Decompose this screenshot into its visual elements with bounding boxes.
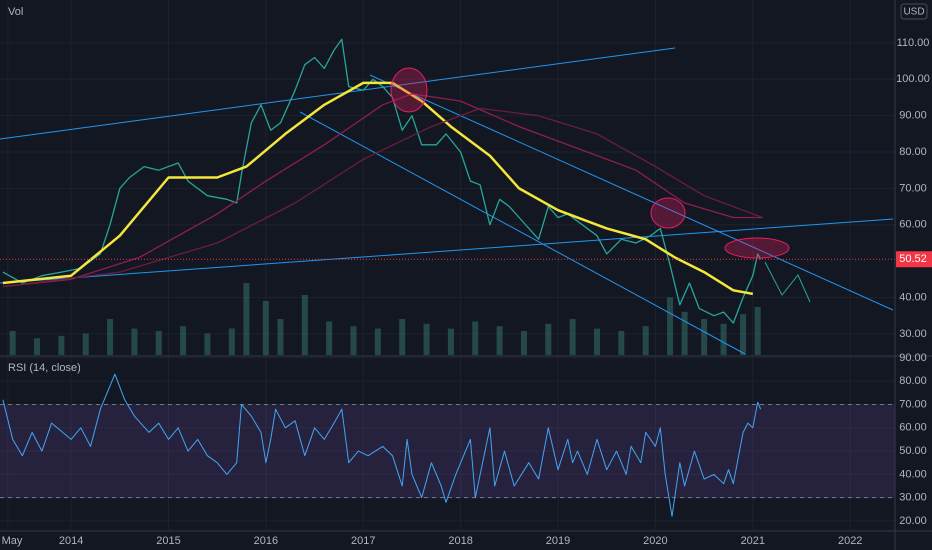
y-tick-label: 60.00: [899, 422, 927, 434]
volume-bar: [618, 331, 625, 355]
volume-bar: [720, 323, 727, 355]
volume-label: Vol: [8, 6, 23, 18]
annotations: [390, 67, 811, 303]
volume-bar: [131, 328, 138, 355]
x-tick-label: 2022: [838, 535, 862, 547]
volume-bar: [681, 311, 688, 355]
volume-bar: [593, 328, 600, 355]
series-line: [2, 38, 762, 324]
volume-bar: [350, 326, 357, 355]
y-tick-label: 60.00: [899, 219, 927, 231]
series-line: [2, 373, 762, 517]
volume-bar: [569, 319, 576, 355]
volume-bar: [180, 326, 187, 355]
y-tick-label: 20.00: [899, 515, 927, 527]
y-tick-label: 30.00: [899, 328, 927, 340]
price-lines: [0, 38, 895, 517]
trend-line: [0, 47, 676, 140]
volume-bar: [447, 328, 454, 355]
volume-bar: [740, 314, 747, 355]
volume-bar: [301, 295, 308, 355]
highlight-ellipse: [390, 67, 428, 113]
trend-line: [0, 218, 894, 284]
x-tick-label: May: [2, 535, 23, 547]
x-tick-label: 2017: [351, 535, 375, 547]
volume-bar: [667, 297, 674, 355]
last-price-tag: [896, 251, 932, 268]
highlight-ellipse: [650, 197, 686, 229]
y-tick-label: 90.00: [899, 352, 927, 364]
volume-bar: [472, 321, 479, 355]
rsi-band: [0, 404, 895, 498]
y-tick-label: 80.00: [899, 375, 927, 387]
volume-bar: [642, 326, 649, 355]
volume-bar: [204, 333, 211, 355]
last-price-label: 50.52: [899, 253, 927, 265]
volume-bar: [545, 323, 552, 355]
y-tick-label: 40.00: [899, 468, 927, 480]
rsi-title: RSI (14, close): [8, 362, 81, 374]
series-line: [2, 107, 763, 288]
y-tick-label: 110.00: [897, 37, 930, 49]
y-tick-label: 100.00: [896, 73, 930, 85]
x-tick-label: 2020: [643, 535, 667, 547]
volume-bar: [374, 328, 381, 355]
x-tick-label: 2019: [546, 535, 570, 547]
volume-bar: [326, 321, 333, 355]
volume-bar: [262, 301, 269, 355]
volume-bar: [423, 323, 430, 355]
volume-bar: [399, 319, 406, 355]
y-tick-label: 40.00: [899, 291, 927, 303]
x-tick-label: 2015: [156, 535, 180, 547]
projection-arrow: [764, 261, 811, 303]
currency-button[interactable]: [900, 3, 928, 20]
volume-bar: [754, 307, 761, 355]
volume-bar: [34, 338, 41, 355]
volume: [9, 283, 761, 355]
series-line: [2, 93, 763, 288]
highlight-ellipse: [724, 237, 790, 259]
volume-bar: [107, 319, 114, 355]
x-tick-label: 2016: [254, 535, 278, 547]
y-tick-label: 50.00: [899, 445, 927, 457]
y-tick-label: 80.00: [899, 146, 927, 158]
y-tick-label: 30.00: [899, 492, 927, 504]
volume-bar: [9, 331, 16, 355]
x-tick-label: 2014: [59, 535, 83, 547]
volume-bar: [701, 319, 708, 355]
volume-bar: [155, 331, 162, 355]
volume-bar: [82, 333, 89, 355]
trend-line: [299, 111, 746, 355]
x-tick-label: 2021: [741, 535, 765, 547]
drawings: [0, 47, 894, 355]
volume-bar: [58, 335, 65, 355]
volume-bar: [496, 326, 503, 355]
trend-line: [369, 74, 894, 311]
series-line: [2, 81, 754, 296]
y-tick-label: 90.00: [899, 110, 927, 122]
volume-bar: [243, 283, 250, 355]
x-tick-label: 2018: [448, 535, 472, 547]
y-tick-label: 70.00: [899, 182, 927, 194]
volume-bar: [277, 319, 284, 355]
volume-bar: [520, 331, 527, 355]
y-tick-label: 70.00: [899, 398, 927, 410]
currency-label[interactable]: USD: [903, 7, 924, 18]
volume-bar: [228, 328, 235, 355]
